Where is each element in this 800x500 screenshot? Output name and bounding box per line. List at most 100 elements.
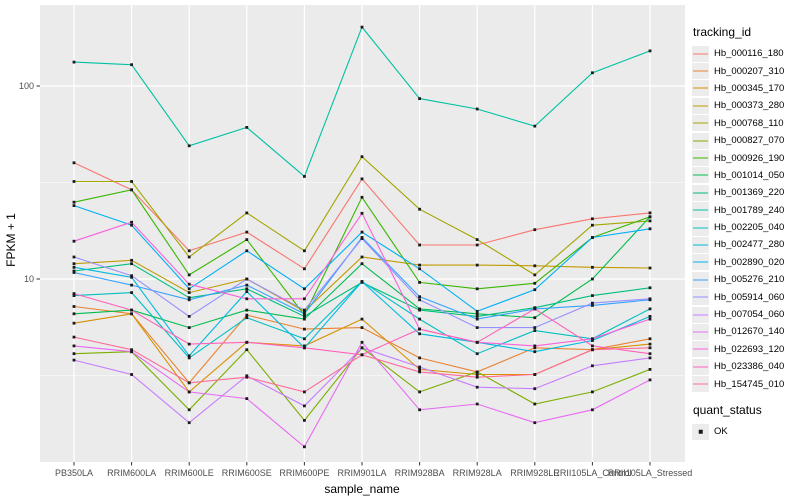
data-point	[130, 180, 133, 183]
data-point	[303, 337, 306, 341]
legend-key-swatch	[692, 219, 709, 236]
data-point	[72, 292, 76, 295]
legend-item-label: Hb_000207_310	[714, 65, 785, 77]
data-point	[245, 238, 249, 241]
data-point	[648, 356, 652, 360]
data-point	[418, 368, 421, 371]
x-tick-label: RRIM901LA	[337, 468, 387, 478]
legend-item: Hb_000827_070	[692, 132, 798, 149]
data-point	[187, 298, 191, 302]
data-point	[475, 243, 479, 247]
data-point	[187, 296, 191, 300]
data-point	[591, 294, 594, 297]
data-point	[648, 266, 652, 270]
data-point	[360, 195, 364, 199]
data-point	[303, 404, 306, 408]
data-point	[533, 387, 537, 391]
data-point	[187, 390, 191, 394]
legend-entries: Hb_000116_180 Hb_000207_310 Hb_000345_170 H…	[692, 45, 798, 393]
data-point	[360, 326, 364, 329]
x-tick-label: RRIM928LE	[510, 468, 560, 478]
y-tick-label: 100	[18, 81, 34, 91]
data-point	[418, 267, 421, 271]
data-point	[475, 375, 479, 379]
data-point	[591, 223, 594, 227]
data-point	[303, 287, 306, 291]
data-point	[303, 346, 306, 350]
data-point	[533, 421, 537, 425]
data-point	[533, 288, 537, 292]
legend-key-swatch	[692, 45, 709, 62]
data-point	[648, 227, 652, 231]
data-point	[591, 304, 594, 307]
data-point	[72, 271, 76, 274]
data-point	[418, 327, 421, 331]
x-tick-label: RRIM600PE	[279, 468, 330, 478]
legend-item-label: Hb_005914_060	[714, 291, 785, 303]
legend-item: Hb_000207_310	[692, 62, 798, 80]
data-point	[418, 97, 421, 100]
data-point	[418, 356, 421, 360]
data-point	[187, 342, 191, 346]
data-point	[303, 315, 306, 318]
data-point	[418, 281, 421, 284]
data-point	[475, 309, 479, 313]
data-point	[245, 313, 249, 317]
data-point	[591, 390, 594, 394]
data-point	[360, 237, 364, 240]
data-point	[130, 63, 133, 67]
data-point	[591, 301, 594, 305]
data-point	[533, 264, 537, 268]
data-point	[591, 71, 594, 75]
data-point	[533, 346, 537, 350]
data-point	[303, 419, 306, 422]
data-point	[475, 373, 479, 376]
data-point	[245, 316, 249, 320]
data-point	[303, 344, 306, 348]
data-point	[648, 286, 652, 290]
data-point	[187, 421, 191, 425]
legend-item-label: Hb_001014_050	[714, 169, 785, 181]
data-point	[245, 249, 249, 253]
data-point	[303, 390, 306, 394]
data-point	[130, 223, 133, 227]
data-point	[303, 175, 306, 178]
legend-item: Hb_022693_120	[692, 341, 798, 358]
legend-key-swatch	[692, 132, 709, 149]
data-point	[245, 308, 249, 312]
data-point	[648, 315, 652, 318]
data-point	[72, 265, 76, 269]
legend-key-swatch	[692, 63, 709, 80]
legend-item-label: Hb_000345_170	[714, 82, 785, 94]
data-point	[591, 217, 594, 221]
data-point	[533, 350, 537, 354]
data-point	[130, 275, 133, 279]
legend-item: Hb_001014_050	[692, 167, 798, 184]
legend-item: Hb_000768_110	[692, 115, 798, 132]
legend-item: Hb_023386_040	[692, 358, 798, 375]
data-point	[475, 317, 479, 321]
data-point	[130, 262, 133, 266]
data-point	[187, 315, 191, 318]
data-point	[533, 316, 537, 320]
legend-item-label: Hb_000116_180	[714, 48, 784, 60]
data-point	[72, 262, 76, 266]
x-tick-label: RRIM600SE	[221, 468, 272, 478]
data-point	[130, 274, 133, 278]
data-point	[591, 344, 594, 348]
data-point	[648, 337, 652, 341]
data-point	[187, 273, 191, 277]
data-point	[72, 180, 76, 183]
data-point	[418, 317, 421, 321]
data-point	[418, 243, 421, 247]
legend-item-label: Hb_000926_190	[714, 152, 785, 164]
data-point	[648, 307, 652, 311]
legend-item-label: Hb_000827_070	[714, 135, 785, 147]
data-point	[360, 280, 364, 283]
legend-item-ok: OK	[692, 423, 798, 440]
data-point	[648, 317, 652, 321]
legend-item-label: Hb_012670_140	[714, 326, 785, 338]
data-point	[533, 124, 537, 128]
data-point	[475, 352, 479, 356]
legend-item: Hb_000345_170	[692, 80, 798, 97]
